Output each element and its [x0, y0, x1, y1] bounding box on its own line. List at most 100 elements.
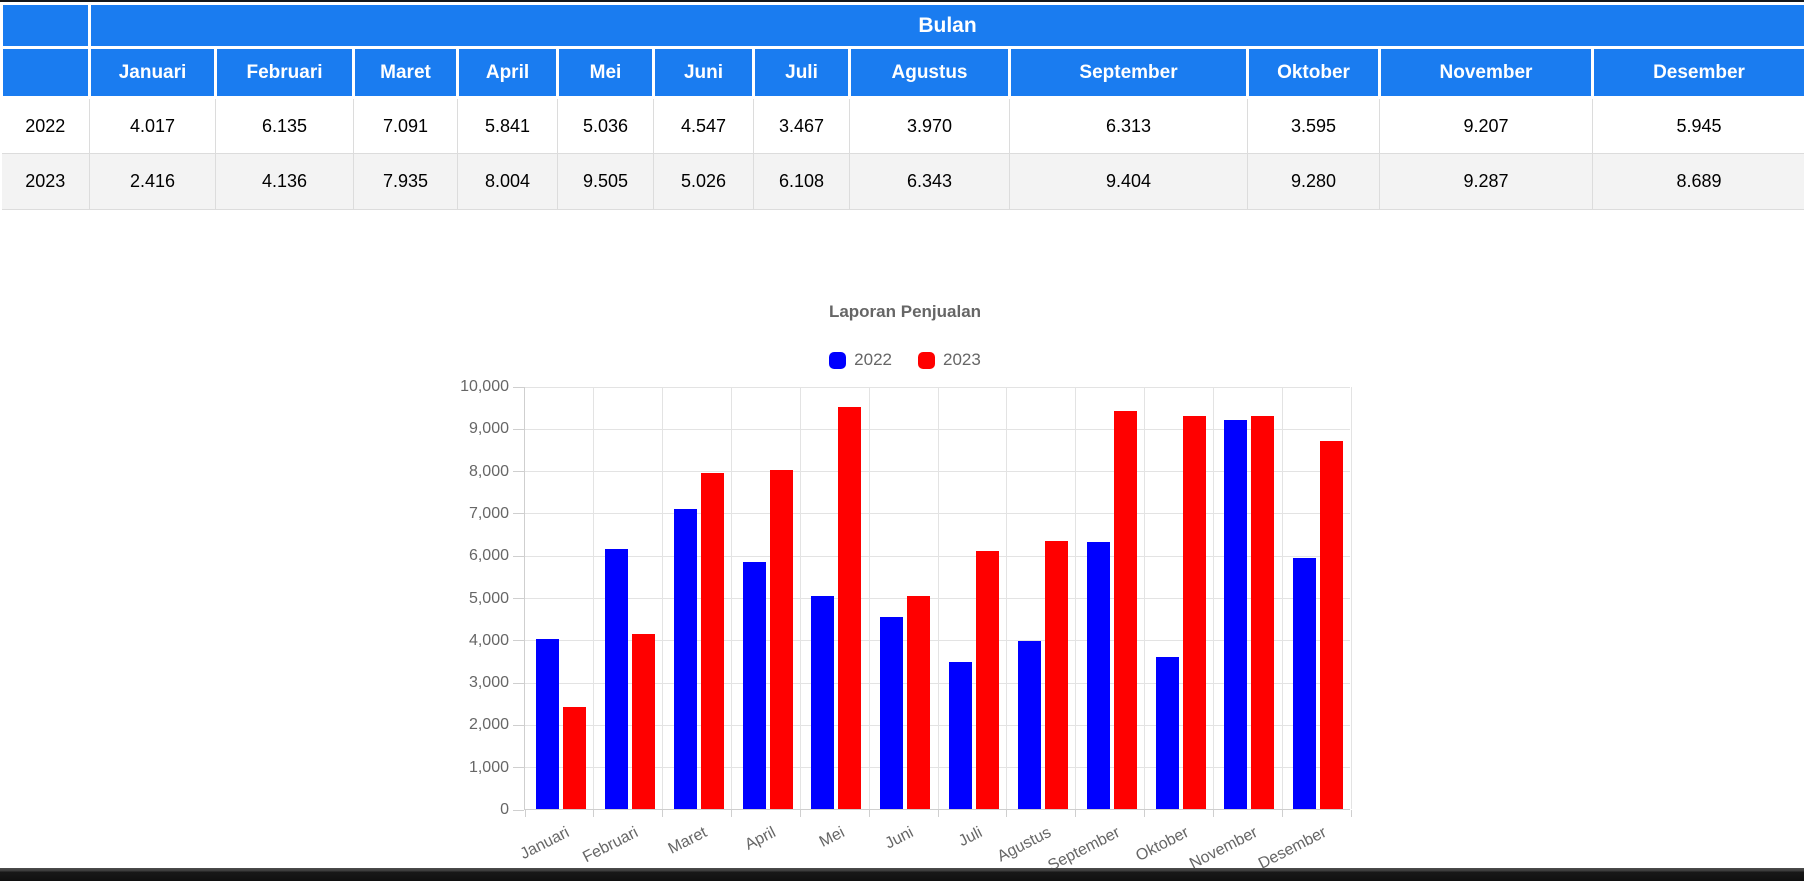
bar-2022-september[interactable] [1087, 542, 1110, 809]
bar-2023-juli[interactable] [976, 551, 999, 809]
bar-2022-april[interactable] [743, 562, 766, 809]
y-axis-label: 0 [425, 802, 509, 818]
gridline-v [938, 387, 939, 809]
x-axis-tick [1213, 810, 1214, 817]
legend-label-2022: 2022 [854, 350, 892, 370]
value-2023-januari: 2.416 [90, 154, 216, 210]
gridline-v [1075, 387, 1076, 809]
x-axis-tick [1144, 810, 1145, 817]
y-axis-tick [513, 640, 524, 641]
legend-entry-2022[interactable]: 2022 [829, 350, 892, 370]
x-axis-tick [731, 810, 732, 817]
bar-2023-oktober[interactable] [1183, 416, 1206, 809]
bar-2023-mei[interactable] [838, 407, 861, 809]
y-axis-tick [513, 556, 524, 557]
gridline-v [1144, 387, 1145, 809]
x-axis-tick [1351, 810, 1352, 817]
bar-2023-januari[interactable] [563, 707, 586, 809]
bar-2023-juni[interactable] [907, 596, 930, 809]
value-2022-desember: 5.945 [1593, 98, 1804, 154]
x-axis-label-februari: Februari [580, 824, 641, 867]
footer-bar [0, 868, 1804, 881]
x-axis-tick [1282, 810, 1283, 817]
legend-swatch-2022 [829, 352, 846, 369]
x-axis-tick [1075, 810, 1076, 817]
bar-2022-februari[interactable] [605, 549, 628, 809]
bar-2022-november[interactable] [1224, 420, 1247, 809]
y-axis-tick [513, 810, 524, 811]
y-axis-label: 5,000 [425, 591, 509, 607]
month-header-oktober: Oktober [1248, 48, 1380, 98]
value-2023-maret: 7.935 [354, 154, 458, 210]
gridline-v [593, 387, 594, 809]
chart-title: Laporan Penjualan [400, 302, 1410, 322]
value-2023-november: 9.287 [1380, 154, 1593, 210]
value-2022-juli: 3.467 [754, 98, 850, 154]
bar-2023-februari[interactable] [632, 634, 655, 809]
value-2023-april: 8.004 [458, 154, 558, 210]
x-axis-label-maret: Maret [666, 824, 711, 859]
corner-cell-2 [2, 48, 90, 98]
y-axis-label: 10,000 [425, 379, 509, 395]
month-header-agustus: Agustus [850, 48, 1010, 98]
x-axis-tick [938, 810, 939, 817]
y-axis-tick [513, 387, 524, 388]
month-header-februari: Februari [216, 48, 354, 98]
month-header-januari: Januari [90, 48, 216, 98]
value-2022-mei: 5.036 [558, 98, 654, 154]
value-2022-juni: 4.547 [654, 98, 754, 154]
x-axis-tick [869, 810, 870, 817]
y-axis-tick [513, 471, 524, 472]
x-axis-tick [800, 810, 801, 817]
gridline-v [1006, 387, 1007, 809]
x-axis-tick [1006, 810, 1007, 817]
value-2023-september: 9.404 [1010, 154, 1248, 210]
y-axis-tick [513, 598, 524, 599]
value-2022-oktober: 3.595 [1248, 98, 1380, 154]
value-2023-juli: 6.108 [754, 154, 850, 210]
y-axis-label: 3,000 [425, 675, 509, 691]
month-header-april: April [458, 48, 558, 98]
gridline-v [800, 387, 801, 809]
y-axis-tick [513, 725, 524, 726]
y-axis-label: 4,000 [425, 633, 509, 649]
bar-2022-maret[interactable] [674, 509, 697, 809]
bar-2022-juni[interactable] [880, 617, 903, 809]
month-header-juni: Juni [654, 48, 754, 98]
bar-2023-november[interactable] [1251, 416, 1274, 809]
bar-2023-desember[interactable] [1320, 441, 1343, 809]
month-header-november: November [1380, 48, 1593, 98]
gridline-v [869, 387, 870, 809]
x-axis-label-oktober: Oktober [1133, 824, 1192, 866]
y-axis-label: 1,000 [425, 760, 509, 776]
x-axis-label-november: November [1187, 824, 1261, 874]
value-2022-januari: 4.017 [90, 98, 216, 154]
bar-2022-januari[interactable] [536, 639, 559, 809]
x-axis-label-mei: Mei [817, 824, 848, 852]
x-axis-label-juni: Juni [882, 824, 916, 853]
bar-2023-september[interactable] [1114, 411, 1137, 809]
y-axis-tick [513, 429, 524, 430]
y-axis-label: 7,000 [425, 506, 509, 522]
y-axis-tick [513, 683, 524, 684]
bar-2022-juli[interactable] [949, 662, 972, 809]
bar-2022-desember[interactable] [1293, 558, 1316, 809]
legend-entry-2023[interactable]: 2023 [918, 350, 981, 370]
bar-2022-mei[interactable] [811, 596, 834, 809]
gridline-v [1351, 387, 1352, 809]
bar-2022-agustus[interactable] [1018, 641, 1041, 809]
bar-2022-oktober[interactable] [1156, 657, 1179, 809]
value-2023-juni: 5.026 [654, 154, 754, 210]
bar-2023-maret[interactable] [701, 473, 724, 809]
bar-2023-april[interactable] [770, 470, 793, 809]
y-axis-tick [513, 513, 524, 514]
value-2023-februari: 4.136 [216, 154, 354, 210]
bar-2023-agustus[interactable] [1045, 541, 1068, 809]
x-axis-tick [662, 810, 663, 817]
value-2023-mei: 9.505 [558, 154, 654, 210]
